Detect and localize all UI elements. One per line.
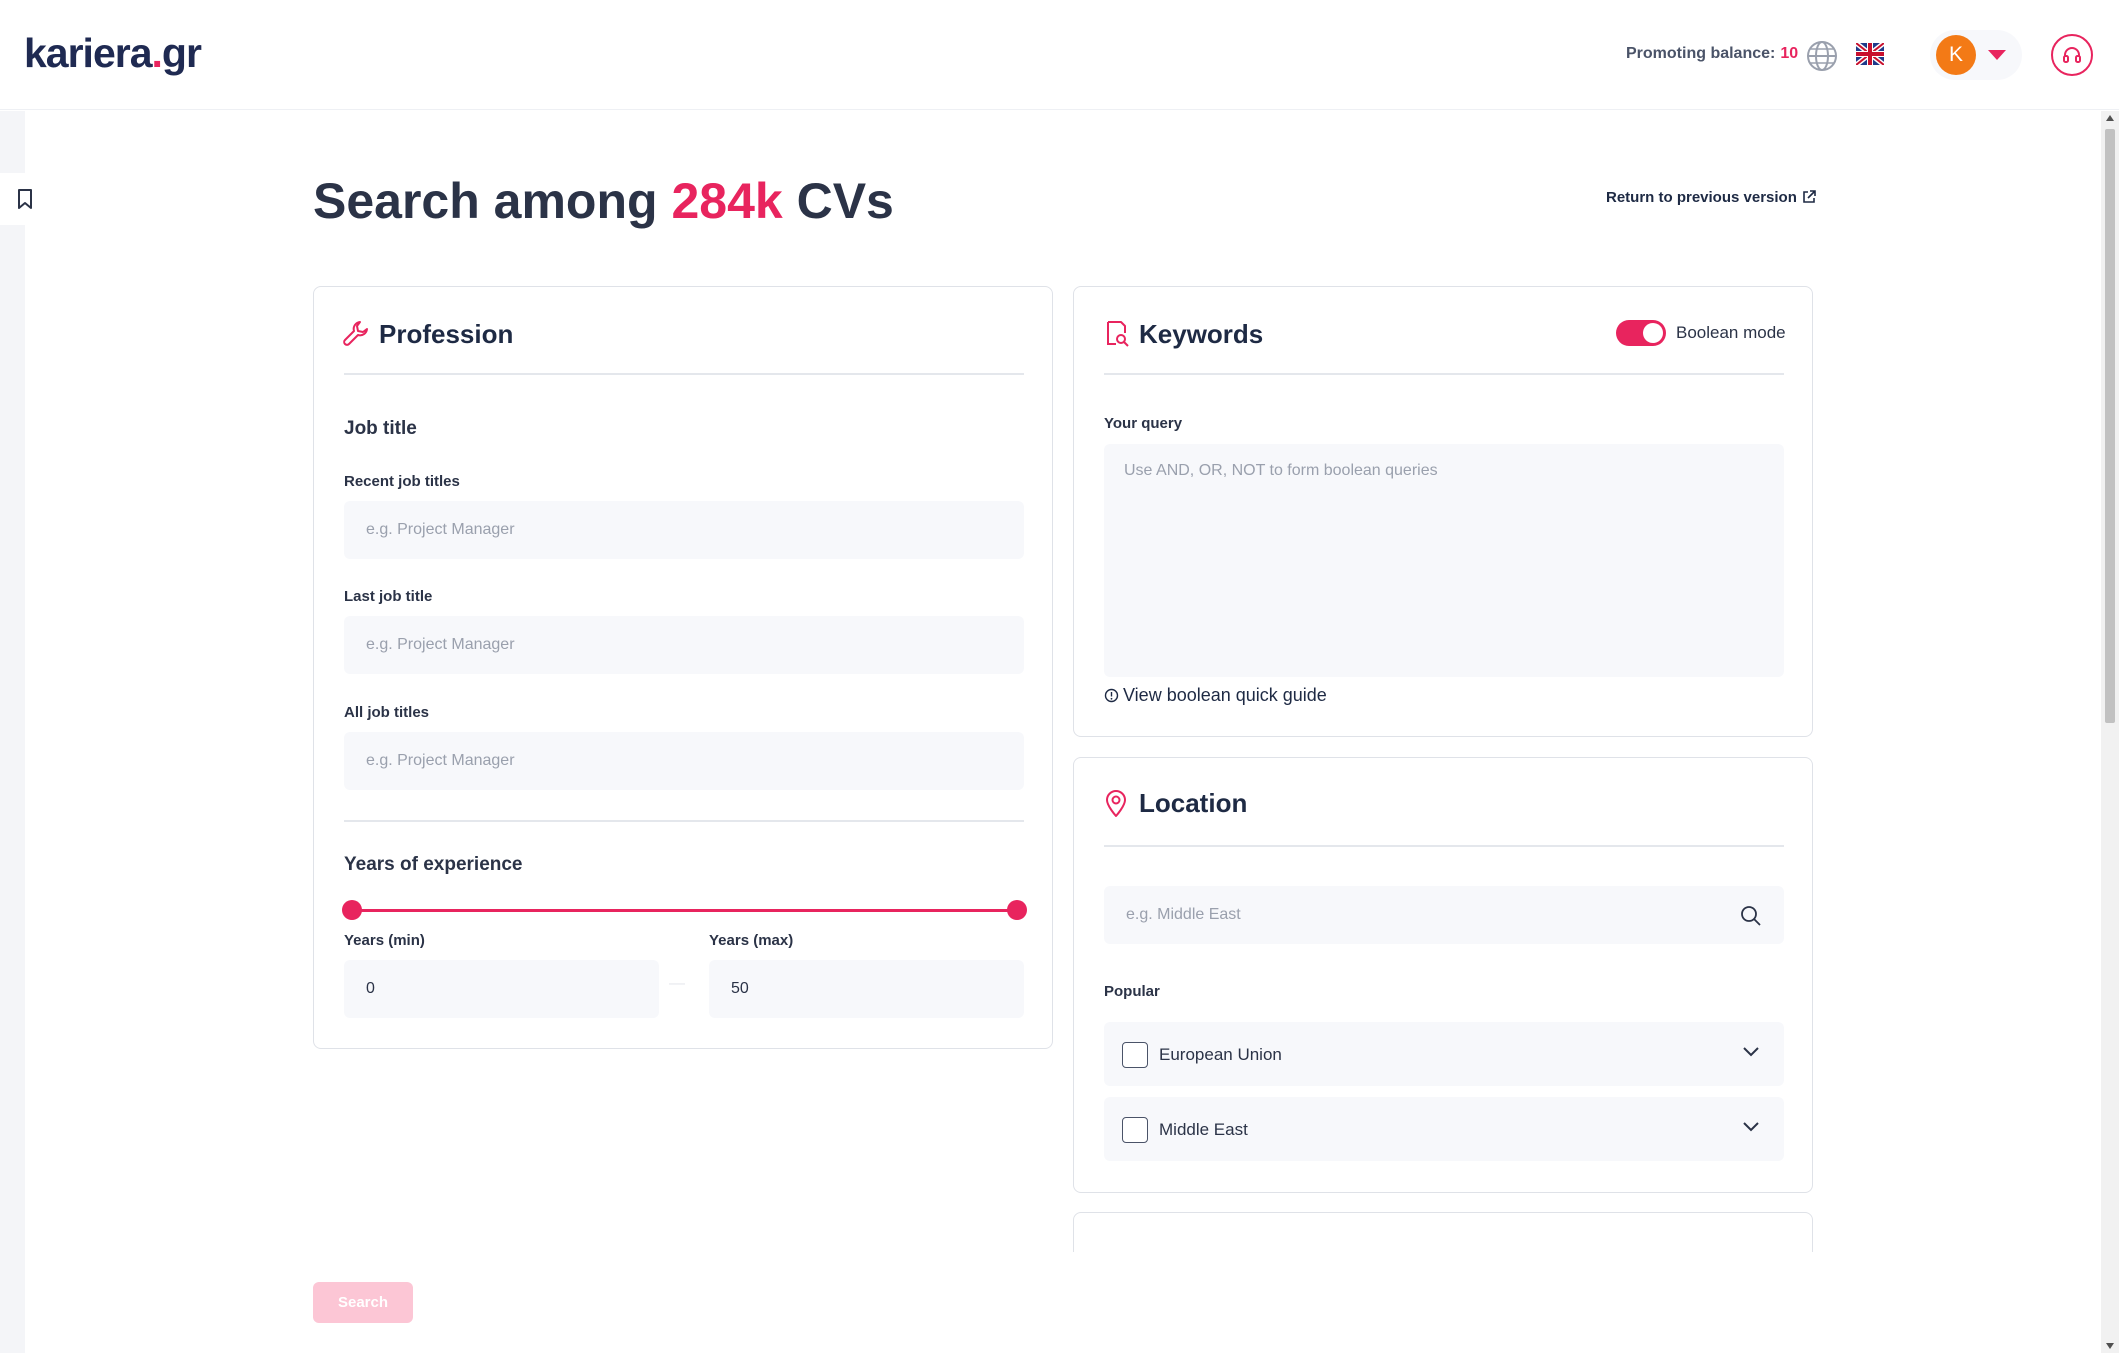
return-previous-version-link[interactable]: Return to previous version (1606, 189, 1817, 206)
cv-count: 284k (671, 173, 783, 229)
profession-divider (344, 373, 1024, 375)
title-prefix: Search among (313, 173, 672, 229)
checkbox[interactable] (1122, 1042, 1148, 1068)
experience-slider-min-handle[interactable] (342, 900, 362, 920)
experience-divider (344, 820, 1024, 822)
boolean-guide-link[interactable]: View boolean quick guide (1104, 685, 1327, 706)
info-icon (1104, 688, 1119, 703)
balance-label: Promoting balance: (1626, 45, 1776, 62)
popular-item-middle-east[interactable]: Middle East (1104, 1097, 1784, 1161)
years-min-label: Years (min) (344, 932, 425, 949)
logo-dot: . (151, 30, 163, 76)
checkbox[interactable] (1122, 1117, 1148, 1143)
location-title: Location (1139, 788, 1248, 818)
boolean-mode-toggle[interactable] (1616, 320, 1666, 346)
location-search-input[interactable] (1104, 886, 1784, 944)
support-button[interactable] (2051, 34, 2093, 76)
keywords-divider (1104, 373, 1784, 375)
toggle-knob (1643, 323, 1663, 343)
headset-icon (2063, 47, 2081, 63)
saved-searches-tab[interactable] (0, 173, 50, 225)
your-query-label: Your query (1104, 415, 1183, 432)
years-experience-section: Years of experience (344, 854, 523, 875)
all-job-titles-label: All job titles (344, 704, 430, 721)
guide-link-label: View boolean quick guide (1123, 685, 1327, 705)
user-menu[interactable]: K (1930, 30, 2022, 80)
next-card-clip (1073, 1212, 1813, 1252)
promoting-balance: Promoting balance: 10 (1626, 45, 1798, 63)
caret-down-icon (1988, 50, 2006, 60)
logo-text-main: kariera (24, 30, 153, 76)
popular-item-european-union[interactable]: European Union (1104, 1022, 1784, 1086)
document-search-icon (1107, 321, 1129, 347)
chevron-down-icon[interactable] (1742, 1121, 1760, 1133)
years-max-label: Years (max) (709, 932, 794, 949)
left-sidebar-strip (0, 111, 25, 1353)
scroll-thumb[interactable] (2105, 129, 2115, 723)
recent-job-titles-label: Recent job titles (344, 473, 460, 490)
bookmark-icon (18, 189, 32, 209)
search-icon[interactable] (1740, 905, 1762, 927)
keywords-title: Keywords (1139, 319, 1264, 349)
range-separator: — (669, 975, 685, 992)
balance-value: 10 (1780, 45, 1799, 62)
title-suffix: CVs (782, 173, 894, 229)
last-job-title-label: Last job title (344, 588, 433, 605)
wrench-icon (343, 321, 368, 346)
years-min-input[interactable] (344, 960, 659, 1018)
profession-title: Profession (379, 319, 514, 349)
years-max-input[interactable] (709, 960, 1024, 1018)
last-job-title-input[interactable] (344, 616, 1024, 674)
return-link-label: Return to previous version (1606, 189, 1797, 206)
uk-flag-icon[interactable] (1854, 41, 1886, 67)
keywords-card: Keywords Boolean mode Your query View bo… (1073, 286, 1813, 737)
popular-label: Popular (1104, 983, 1160, 1000)
location-pin-icon (1106, 790, 1126, 817)
profession-card: Profession Job title Recent job titles L… (313, 286, 1053, 1049)
all-job-titles-input[interactable] (344, 732, 1024, 790)
boolean-mode-label: Boolean mode (1676, 323, 1786, 342)
popular-item-label: European Union (1159, 1045, 1282, 1064)
top-header: kariera.gr Promoting balance: 10 K (0, 0, 2119, 110)
location-divider (1104, 845, 1784, 847)
page-title: Search among 284k CVs (313, 172, 894, 230)
query-textarea[interactable] (1104, 444, 1784, 677)
external-link-icon (1803, 190, 1816, 203)
page-scrollbar[interactable] (2101, 111, 2119, 1353)
location-card: Location Popular European Union Middle E… (1073, 757, 1813, 1193)
chevron-down-icon[interactable] (1742, 1046, 1760, 1058)
avatar: K (1936, 35, 1976, 75)
logo-text-tld: gr (161, 30, 202, 76)
recent-job-titles-input[interactable] (344, 501, 1024, 559)
job-title-section: Job title (344, 418, 417, 439)
next-filter-card-partial (1073, 1212, 1813, 1252)
experience-slider-max-handle[interactable] (1007, 900, 1027, 920)
popular-item-label: Middle East (1159, 1120, 1248, 1139)
globe-icon[interactable] (1806, 40, 1838, 72)
kariera-logo[interactable]: kariera.gr (24, 30, 202, 77)
experience-slider-track[interactable] (352, 909, 1017, 912)
scroll-up-arrow-icon[interactable] (2106, 115, 2114, 121)
scroll-down-arrow-icon[interactable] (2106, 1343, 2114, 1349)
search-button[interactable]: Search (313, 1282, 413, 1323)
